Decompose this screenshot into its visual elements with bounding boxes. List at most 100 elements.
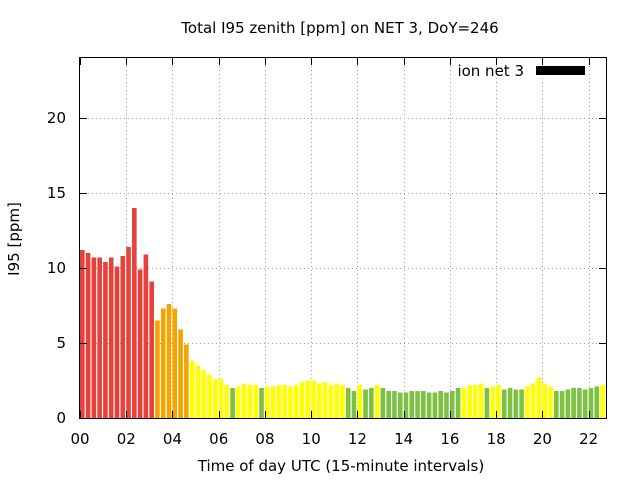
bar <box>166 304 172 418</box>
bar <box>374 385 380 418</box>
bar <box>351 391 357 418</box>
bar <box>484 388 490 418</box>
bar <box>120 256 126 418</box>
bar <box>594 386 600 418</box>
bar <box>536 377 542 418</box>
y-tick-label: 5 <box>56 334 66 352</box>
bar <box>588 388 594 418</box>
bar <box>264 386 270 418</box>
bar <box>467 385 472 418</box>
bar <box>392 391 397 418</box>
bar <box>334 383 339 418</box>
y-tick-label: 0 <box>56 409 66 427</box>
bar <box>178 329 183 418</box>
bar <box>270 386 276 418</box>
x-tick-label: 10 <box>302 430 321 448</box>
bar <box>386 391 391 418</box>
x-tick-label: 00 <box>70 430 89 448</box>
y-tick-label: 15 <box>47 184 66 202</box>
bar <box>449 391 455 418</box>
y-axis-label: I95 [ppm] <box>5 202 23 276</box>
legend: ion net 3 <box>457 62 585 80</box>
bar <box>461 388 467 418</box>
x-tick-label: 06 <box>209 430 228 448</box>
bar <box>132 208 137 418</box>
bar <box>525 386 530 418</box>
bar <box>299 382 305 418</box>
x-tick-label: 22 <box>579 430 598 448</box>
bar <box>530 383 536 418</box>
axis-ticks: 0 5 10 15 20 00 02 04 06 08 10 12 14 16 18 20 22 <box>47 58 606 448</box>
bar <box>207 374 212 418</box>
bar <box>293 385 299 418</box>
bar <box>501 389 507 418</box>
bar <box>513 389 519 418</box>
bar <box>426 392 432 418</box>
grid-lines <box>80 58 606 418</box>
bar <box>201 370 206 418</box>
plot-frame <box>79 57 607 419</box>
bar <box>137 269 143 418</box>
bar <box>548 386 553 418</box>
bar <box>473 385 478 418</box>
x-tick-label: 18 <box>487 430 506 448</box>
bar <box>305 380 311 418</box>
bar <box>340 385 345 418</box>
x-tick-label: 04 <box>163 430 182 448</box>
bar <box>496 385 501 418</box>
bar <box>357 385 363 418</box>
x-tick-label: 02 <box>117 430 136 448</box>
bar <box>582 389 588 418</box>
x-axis-label: Time of day UTC (15-minute intervals) <box>197 457 484 475</box>
bar <box>172 308 178 418</box>
bar <box>559 391 565 418</box>
bar <box>288 386 293 418</box>
x-tick-label: 14 <box>394 430 413 448</box>
bar <box>236 386 241 418</box>
bar <box>415 391 420 418</box>
bar <box>247 385 253 418</box>
bar <box>542 383 548 418</box>
bar <box>490 386 496 418</box>
bar <box>369 388 374 418</box>
bar <box>577 388 582 418</box>
bar <box>155 320 160 418</box>
bar <box>241 383 247 418</box>
x-tick-label: 08 <box>255 430 274 448</box>
legend-swatch <box>536 66 585 75</box>
chart-title: Total I95 zenith [ppm] on NET 3, DoY=246 <box>180 19 498 37</box>
bar <box>600 385 605 418</box>
bar <box>322 382 328 418</box>
bar <box>184 344 189 418</box>
bar <box>108 257 114 418</box>
bar <box>403 392 409 418</box>
bar <box>345 388 351 418</box>
bar <box>97 257 102 418</box>
bar <box>507 388 513 418</box>
bar <box>316 383 322 418</box>
bar <box>91 257 97 418</box>
bars <box>80 208 605 418</box>
bar <box>224 385 230 418</box>
y-tick-label: 20 <box>47 109 66 127</box>
bar <box>553 391 559 418</box>
y-tick-label: 10 <box>47 259 66 277</box>
bar <box>85 253 91 418</box>
bar <box>149 281 154 418</box>
bar <box>230 388 235 418</box>
bar <box>80 250 85 418</box>
bar <box>189 361 195 418</box>
bar <box>328 385 334 418</box>
bar <box>421 391 426 418</box>
bar <box>218 379 224 418</box>
bar <box>363 389 368 418</box>
bar <box>311 380 316 418</box>
legend-label: ion net 3 <box>457 62 524 80</box>
x-tick-label: 20 <box>533 430 552 448</box>
bar <box>195 365 201 418</box>
bar <box>212 379 218 418</box>
bar <box>276 385 282 418</box>
bar <box>282 385 287 418</box>
bar <box>397 392 403 418</box>
